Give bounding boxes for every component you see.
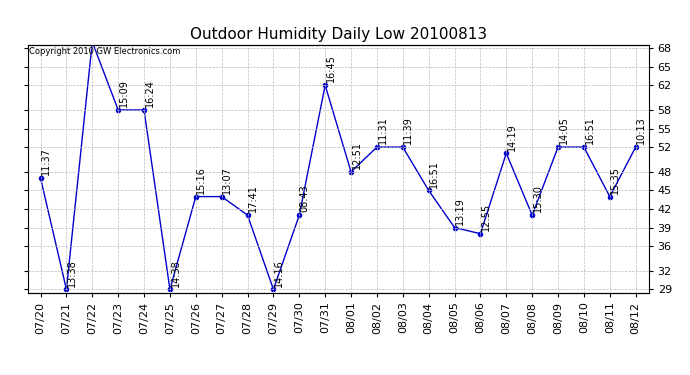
Text: 11:31: 11:31 xyxy=(377,117,388,144)
Title: Outdoor Humidity Daily Low 20100813: Outdoor Humidity Daily Low 20100813 xyxy=(190,27,486,42)
Text: 13:38: 13:38 xyxy=(67,259,77,286)
Text: 15:30: 15:30 xyxy=(533,184,543,212)
Text: 14:19: 14:19 xyxy=(507,123,517,150)
Text: 16:45: 16:45 xyxy=(326,55,336,82)
Text: 16:51: 16:51 xyxy=(429,160,440,188)
Text: 11:39: 11:39 xyxy=(404,117,413,144)
Text: Copyright 2010 GW Electronics.com: Copyright 2010 GW Electronics.com xyxy=(29,48,180,57)
Text: 08:43: 08:43 xyxy=(300,184,310,212)
Text: 14:16: 14:16 xyxy=(274,259,284,286)
Text: 14:05: 14:05 xyxy=(559,117,569,144)
Text: 15:35: 15:35 xyxy=(611,166,620,194)
Text: 13:19: 13:19 xyxy=(455,197,465,225)
Text: 12:55: 12:55 xyxy=(481,203,491,231)
Text: 11:37: 11:37 xyxy=(41,147,51,175)
Text: 15:16: 15:16 xyxy=(197,166,206,194)
Text: 00:00: 00:00 xyxy=(0,374,1,375)
Text: 15:09: 15:09 xyxy=(119,80,129,107)
Text: 13:07: 13:07 xyxy=(222,166,233,194)
Text: 10:13: 10:13 xyxy=(636,117,647,144)
Text: 14:38: 14:38 xyxy=(170,259,181,286)
Text: 17:41: 17:41 xyxy=(248,184,258,212)
Text: 16:24: 16:24 xyxy=(145,80,155,107)
Text: 16:51: 16:51 xyxy=(584,117,595,144)
Text: 12:51: 12:51 xyxy=(352,141,362,169)
